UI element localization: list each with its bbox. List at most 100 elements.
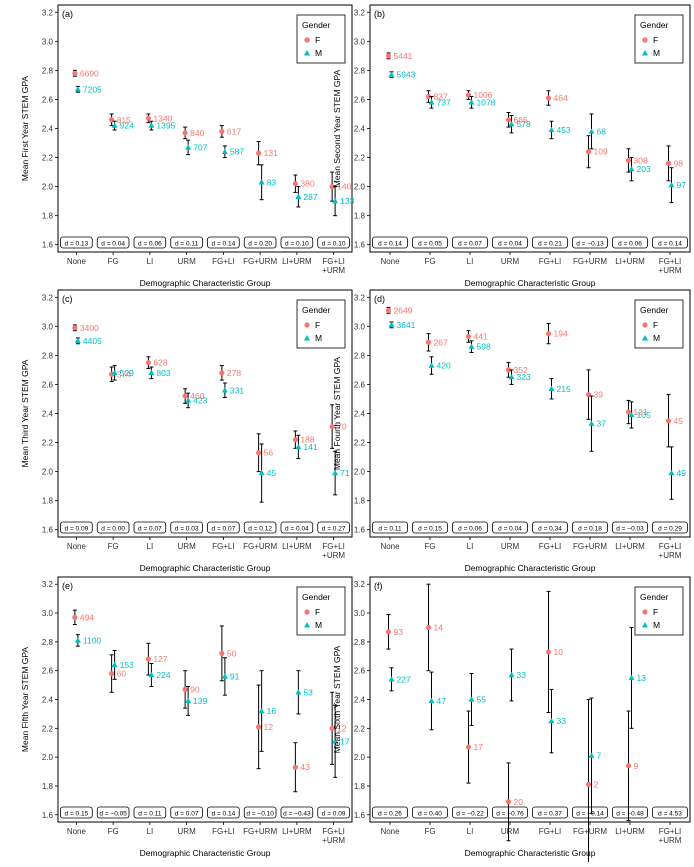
legend-marker-f [304, 322, 310, 328]
chart-panel-f: (f) 1.6 1.8 2.0 2.2 2.4 2.6 2.8 3.0 3.2 Mean Sixth… [332, 576, 691, 867]
sample-size-label: 4405 [83, 336, 102, 346]
legend-marker-f [642, 37, 648, 43]
legend-label-f: F [653, 607, 658, 617]
effect-size-label: d = 0.00 [101, 526, 125, 533]
effect-size-box [317, 521, 350, 534]
x-tick-label: LI [467, 542, 474, 551]
legend-marker-f [304, 609, 310, 615]
sample-size-label: 423 [193, 395, 207, 405]
effect-size-box [317, 806, 350, 819]
effect-size-label: d = 0.07 [175, 811, 199, 818]
sample-size-label: 3400 [80, 323, 99, 333]
point-m [548, 385, 555, 391]
effect-size-box [532, 236, 568, 249]
legend-marker-m [304, 335, 310, 341]
effect-size-box [412, 521, 448, 534]
sample-size-label: 141 [303, 442, 317, 452]
effect-size-box [280, 806, 314, 819]
sample-size-label: 43 [300, 762, 310, 772]
sample-size-label: 70 [337, 422, 347, 432]
point-f [385, 53, 392, 59]
sample-size-label: 17 [340, 736, 350, 746]
legend-label-m: M [315, 333, 322, 343]
effect-size-box [133, 806, 167, 819]
point-f [145, 656, 151, 662]
point-f [329, 184, 335, 190]
sample-size-label: 464 [554, 93, 568, 103]
y-tick-label: 1.8 [42, 782, 54, 791]
effect-size-label: d = −0.10 [246, 811, 274, 818]
effect-size-box [60, 236, 93, 249]
legend-label-m: M [653, 333, 660, 343]
sample-size-label: 460 [190, 391, 204, 401]
point-f [329, 725, 335, 731]
effect-size-label: d = −0.13 [576, 241, 604, 248]
y-tick-label: 2.2 [354, 439, 366, 448]
x-tick-label: FG [108, 257, 119, 266]
effect-size-box [492, 521, 528, 534]
point-f [545, 330, 552, 337]
effect-size-box [612, 521, 648, 534]
legend-label-f: F [315, 320, 320, 330]
effect-size-box [280, 236, 314, 249]
effect-size-box [243, 236, 277, 249]
effect-size-box [652, 521, 688, 534]
sample-size-label: 60 [117, 669, 127, 679]
sample-size-label: 1078 [477, 97, 496, 107]
sample-size-label: 17 [474, 742, 484, 752]
point-m [548, 717, 555, 724]
effect-size-label: d = 0.11 [378, 526, 402, 533]
effect-size-label: d = 0.15 [65, 811, 89, 818]
point-m [295, 689, 302, 695]
effect-size-box [60, 521, 93, 534]
effect-size-label: d = 0.12 [248, 526, 272, 533]
point-m [468, 343, 475, 349]
sample-size-label: 227 [397, 674, 411, 684]
y-tick-label: 2.8 [42, 638, 54, 647]
sample-size-label: 598 [477, 342, 491, 352]
y-tick-label: 2.8 [42, 351, 54, 360]
legend-label-f: F [315, 35, 320, 45]
sample-size-label: 133 [340, 196, 354, 206]
sample-size-label: 140 [337, 182, 351, 192]
y-tick-label: 2.4 [354, 125, 366, 134]
legend-marker-f [642, 609, 648, 615]
x-tick-label: FG+LI [212, 257, 234, 266]
effect-size-box [412, 236, 448, 249]
y-tick-label: 2.0 [42, 753, 54, 762]
y-axis-label: Mean Second Year STEM GPA [332, 69, 342, 187]
effect-size-label: d = 0.04 [101, 241, 125, 248]
point-f [625, 409, 632, 415]
sample-size-label: 97 [677, 180, 687, 190]
point-m [668, 469, 675, 476]
y-tick-label: 3.2 [354, 580, 366, 589]
x-tick-label: FG [424, 542, 435, 551]
sample-size-label: 98 [674, 158, 684, 168]
effect-size-label: d = 0.37 [538, 811, 562, 818]
effect-size-label: d = −0.48 [616, 811, 644, 818]
legend-label-f: F [653, 35, 658, 45]
point-m [185, 397, 192, 403]
sample-size-label: 14 [434, 622, 444, 632]
effect-size-label: d = −0.22 [456, 811, 484, 818]
sample-size-label: 68 [597, 126, 607, 136]
effect-size-label: d = 4.53 [658, 811, 682, 818]
x-tick-label: FG+LI [539, 257, 561, 266]
sample-size-label: 215 [557, 384, 571, 394]
x-tick-label: LI [467, 257, 474, 266]
point-m [388, 321, 395, 328]
sample-size-label: 3641 [397, 320, 416, 330]
y-axis-label: Mean Sixth Year STEM GPA [332, 645, 342, 753]
effect-size-box [170, 236, 203, 249]
point-f [256, 724, 262, 730]
point-m [258, 179, 265, 185]
sample-size-label: 153 [120, 660, 134, 670]
effect-size-label: d = 0.14 [658, 241, 682, 248]
point-f [292, 181, 298, 187]
y-axis-label: Mean First Year STEM GPA [20, 76, 30, 182]
sample-size-label: 47 [437, 696, 447, 706]
x-tick-label: URM [501, 542, 520, 551]
effect-size-box [572, 521, 608, 534]
point-m [508, 671, 515, 678]
point-m [221, 673, 228, 679]
